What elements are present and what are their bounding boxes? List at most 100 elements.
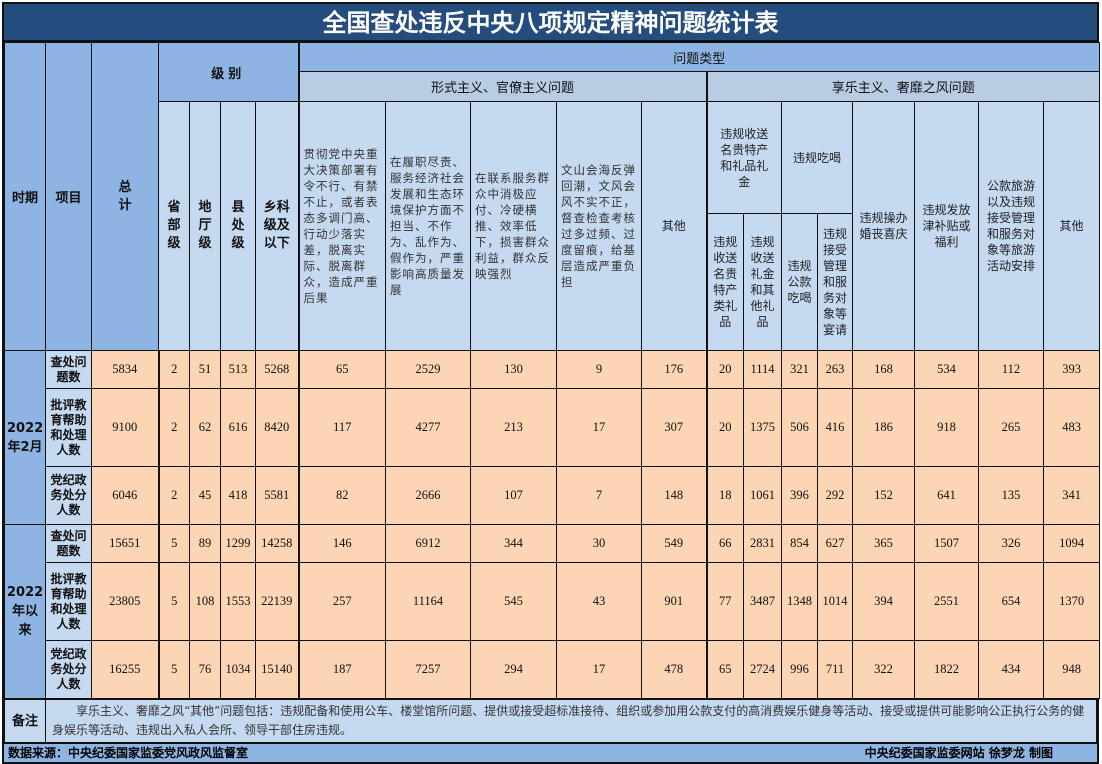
header-level-prefecture: 地厅级 <box>189 101 221 351</box>
value-cell: 434 <box>978 640 1045 699</box>
level-label: 乡科级及以下 <box>263 200 290 251</box>
item-label: 批评教育帮助和处理人数 <box>50 397 87 457</box>
value-cell: 1348 <box>781 562 819 641</box>
value-cell: 396 <box>781 466 819 525</box>
value-cell: 20 <box>705 350 745 389</box>
header-gifts-specialty: 违规收送名贵特产类礼品 <box>705 213 745 351</box>
item-label: 批评教育帮助和处理人数 <box>50 571 87 631</box>
header-problem-type: 问题类型 <box>297 42 1101 72</box>
value-cell: 1094 <box>1043 524 1101 563</box>
value-cell: 82 <box>297 466 387 525</box>
value-cell: 2666 <box>385 466 472 525</box>
data-source: 数据来源：中央纪委国家监委党风政风监督室 <box>8 746 249 760</box>
header-allowances: 违规发放津补贴或福利 <box>914 101 980 351</box>
value-cell: 77 <box>705 562 745 641</box>
value-cell: 2831 <box>743 524 783 563</box>
table-row: 党纪政务处分人数 16255 5 76 1034 15140 187 7257 294 17 478… <box>5 640 1101 699</box>
table-row: 批评教育帮助和处理人数 23805 5 108 1553 22139 257 11164 545… <box>5 562 1101 641</box>
value-cell: 17 <box>556 640 643 699</box>
value-cell: 23805 <box>91 562 159 641</box>
value-cell: 654 <box>978 562 1045 641</box>
note-label: 备注 <box>4 699 46 743</box>
item-cell: 查处问题数 <box>45 350 92 389</box>
value-cell: 43 <box>556 562 643 641</box>
value-cell: 108 <box>189 562 221 641</box>
value-cell: 549 <box>641 524 708 563</box>
level-label: 地厅级 <box>198 200 212 251</box>
credit: 中央纪委国家监委网站 徐梦龙 制图 <box>864 746 1053 760</box>
value-cell: 1822 <box>914 640 980 699</box>
value-cell: 996 <box>781 640 819 699</box>
value-cell: 641 <box>914 466 980 525</box>
value-cell: 9100 <box>91 388 159 467</box>
header-formalism-other: 其他 <box>641 101 708 351</box>
value-cell: 292 <box>817 466 854 525</box>
value-cell: 344 <box>470 524 558 563</box>
header-formalism-col-4: 文山会海反弹回潮，文风会风不实不正，督查检查考核过多过频、过度留痕，给基层造成严… <box>556 101 643 351</box>
value-cell: 5 <box>157 524 190 563</box>
value-cell: 2 <box>157 466 190 525</box>
value-cell: 22139 <box>254 562 300 641</box>
header-gifts-money: 违规收送礼金和其他礼品 <box>743 213 783 351</box>
header-dining-group: 违规吃喝 <box>781 101 854 214</box>
value-cell: 341 <box>1043 466 1101 525</box>
table-row: 批评教育帮助和处理人数 9100 2 62 616 8420 117 4277 213 17 307… <box>5 388 1101 467</box>
value-cell: 948 <box>1043 640 1101 699</box>
value-cell: 294 <box>470 640 558 699</box>
value-cell: 418 <box>220 466 256 525</box>
item-label: 查处问题数 <box>50 354 87 384</box>
value-cell: 6046 <box>91 466 159 525</box>
value-cell: 506 <box>781 388 819 467</box>
value-cell: 1553 <box>220 562 256 641</box>
value-cell: 1370 <box>1043 562 1101 641</box>
value-cell: 854 <box>781 524 819 563</box>
value-cell: 7 <box>556 466 643 525</box>
header-hedonism-other: 其他 <box>1043 101 1101 351</box>
value-cell: 1375 <box>743 388 783 467</box>
value-cell: 5834 <box>91 350 159 389</box>
header-item: 项目 <box>45 42 92 351</box>
note-text: 享乐主义、奢靡之风“其他”问题包括：违规配备和使用公车、楼堂馆所问题、提供或接受… <box>45 699 1097 743</box>
statistics-table: 时期 项目 总计 级别 问题类型 形式主义、官僚主义问题 享乐主义、奢靡之风问题… <box>4 42 1101 699</box>
value-cell: 16255 <box>91 640 159 699</box>
value-cell: 326 <box>978 524 1045 563</box>
header-formalism-col-2: 在履职尽责、服务经济社会发展和生态环境保护方面不担当、不作为、乱作为、假作为，严… <box>385 101 472 351</box>
period-label: 2022年2月 <box>7 420 44 455</box>
value-cell: 11164 <box>385 562 472 641</box>
value-cell: 2529 <box>385 350 472 389</box>
item-cell: 批评教育帮助和处理人数 <box>45 562 92 641</box>
note-table: 备注 享乐主义、奢靡之风“其他”问题包括：违规配备和使用公车、楼堂馆所问题、提供… <box>4 699 1097 743</box>
value-cell: 1061 <box>743 466 783 525</box>
value-cell: 2 <box>157 350 190 389</box>
value-cell: 627 <box>817 524 854 563</box>
value-cell: 1014 <box>817 562 854 641</box>
header-level-provincial: 省部级 <box>158 101 190 351</box>
value-cell: 6912 <box>385 524 472 563</box>
value-cell: 65 <box>297 350 387 389</box>
footer: 数据来源：中央纪委国家监委党风政风监督室 中央纪委国家监委网站 徐梦龙 制图 <box>4 743 1097 762</box>
value-cell: 65 <box>705 640 745 699</box>
value-cell: 534 <box>914 350 980 389</box>
value-cell: 5268 <box>254 350 300 389</box>
value-cell: 15140 <box>254 640 300 699</box>
value-cell: 186 <box>852 388 916 467</box>
value-cell: 1299 <box>220 524 256 563</box>
value-cell: 213 <box>470 388 558 467</box>
value-cell: 1114 <box>743 350 783 389</box>
value-cell: 14258 <box>254 524 300 563</box>
value-cell: 17 <box>556 388 643 467</box>
value-cell: 62 <box>189 388 221 467</box>
value-cell: 263 <box>817 350 854 389</box>
header-total-label: 总计 <box>118 179 132 213</box>
value-cell: 5581 <box>254 466 300 525</box>
item-cell: 党纪政务处分人数 <box>45 466 92 525</box>
table-row: 2022年以来 查处问题数 15651 5 89 1299 14258 146 6912 344 3… <box>4 524 1101 699</box>
value-cell: 148 <box>641 466 708 525</box>
value-cell: 5 <box>157 562 190 641</box>
value-cell: 8420 <box>254 388 300 467</box>
item-cell: 批评教育帮助和处理人数 <box>45 388 92 467</box>
table-row: 2022年2月 查处问题数 5834 2 51 513 5268 65 2529 130 9 176 2… <box>4 350 1101 525</box>
value-cell: 307 <box>641 388 708 467</box>
header-total: 总计 <box>91 42 159 351</box>
